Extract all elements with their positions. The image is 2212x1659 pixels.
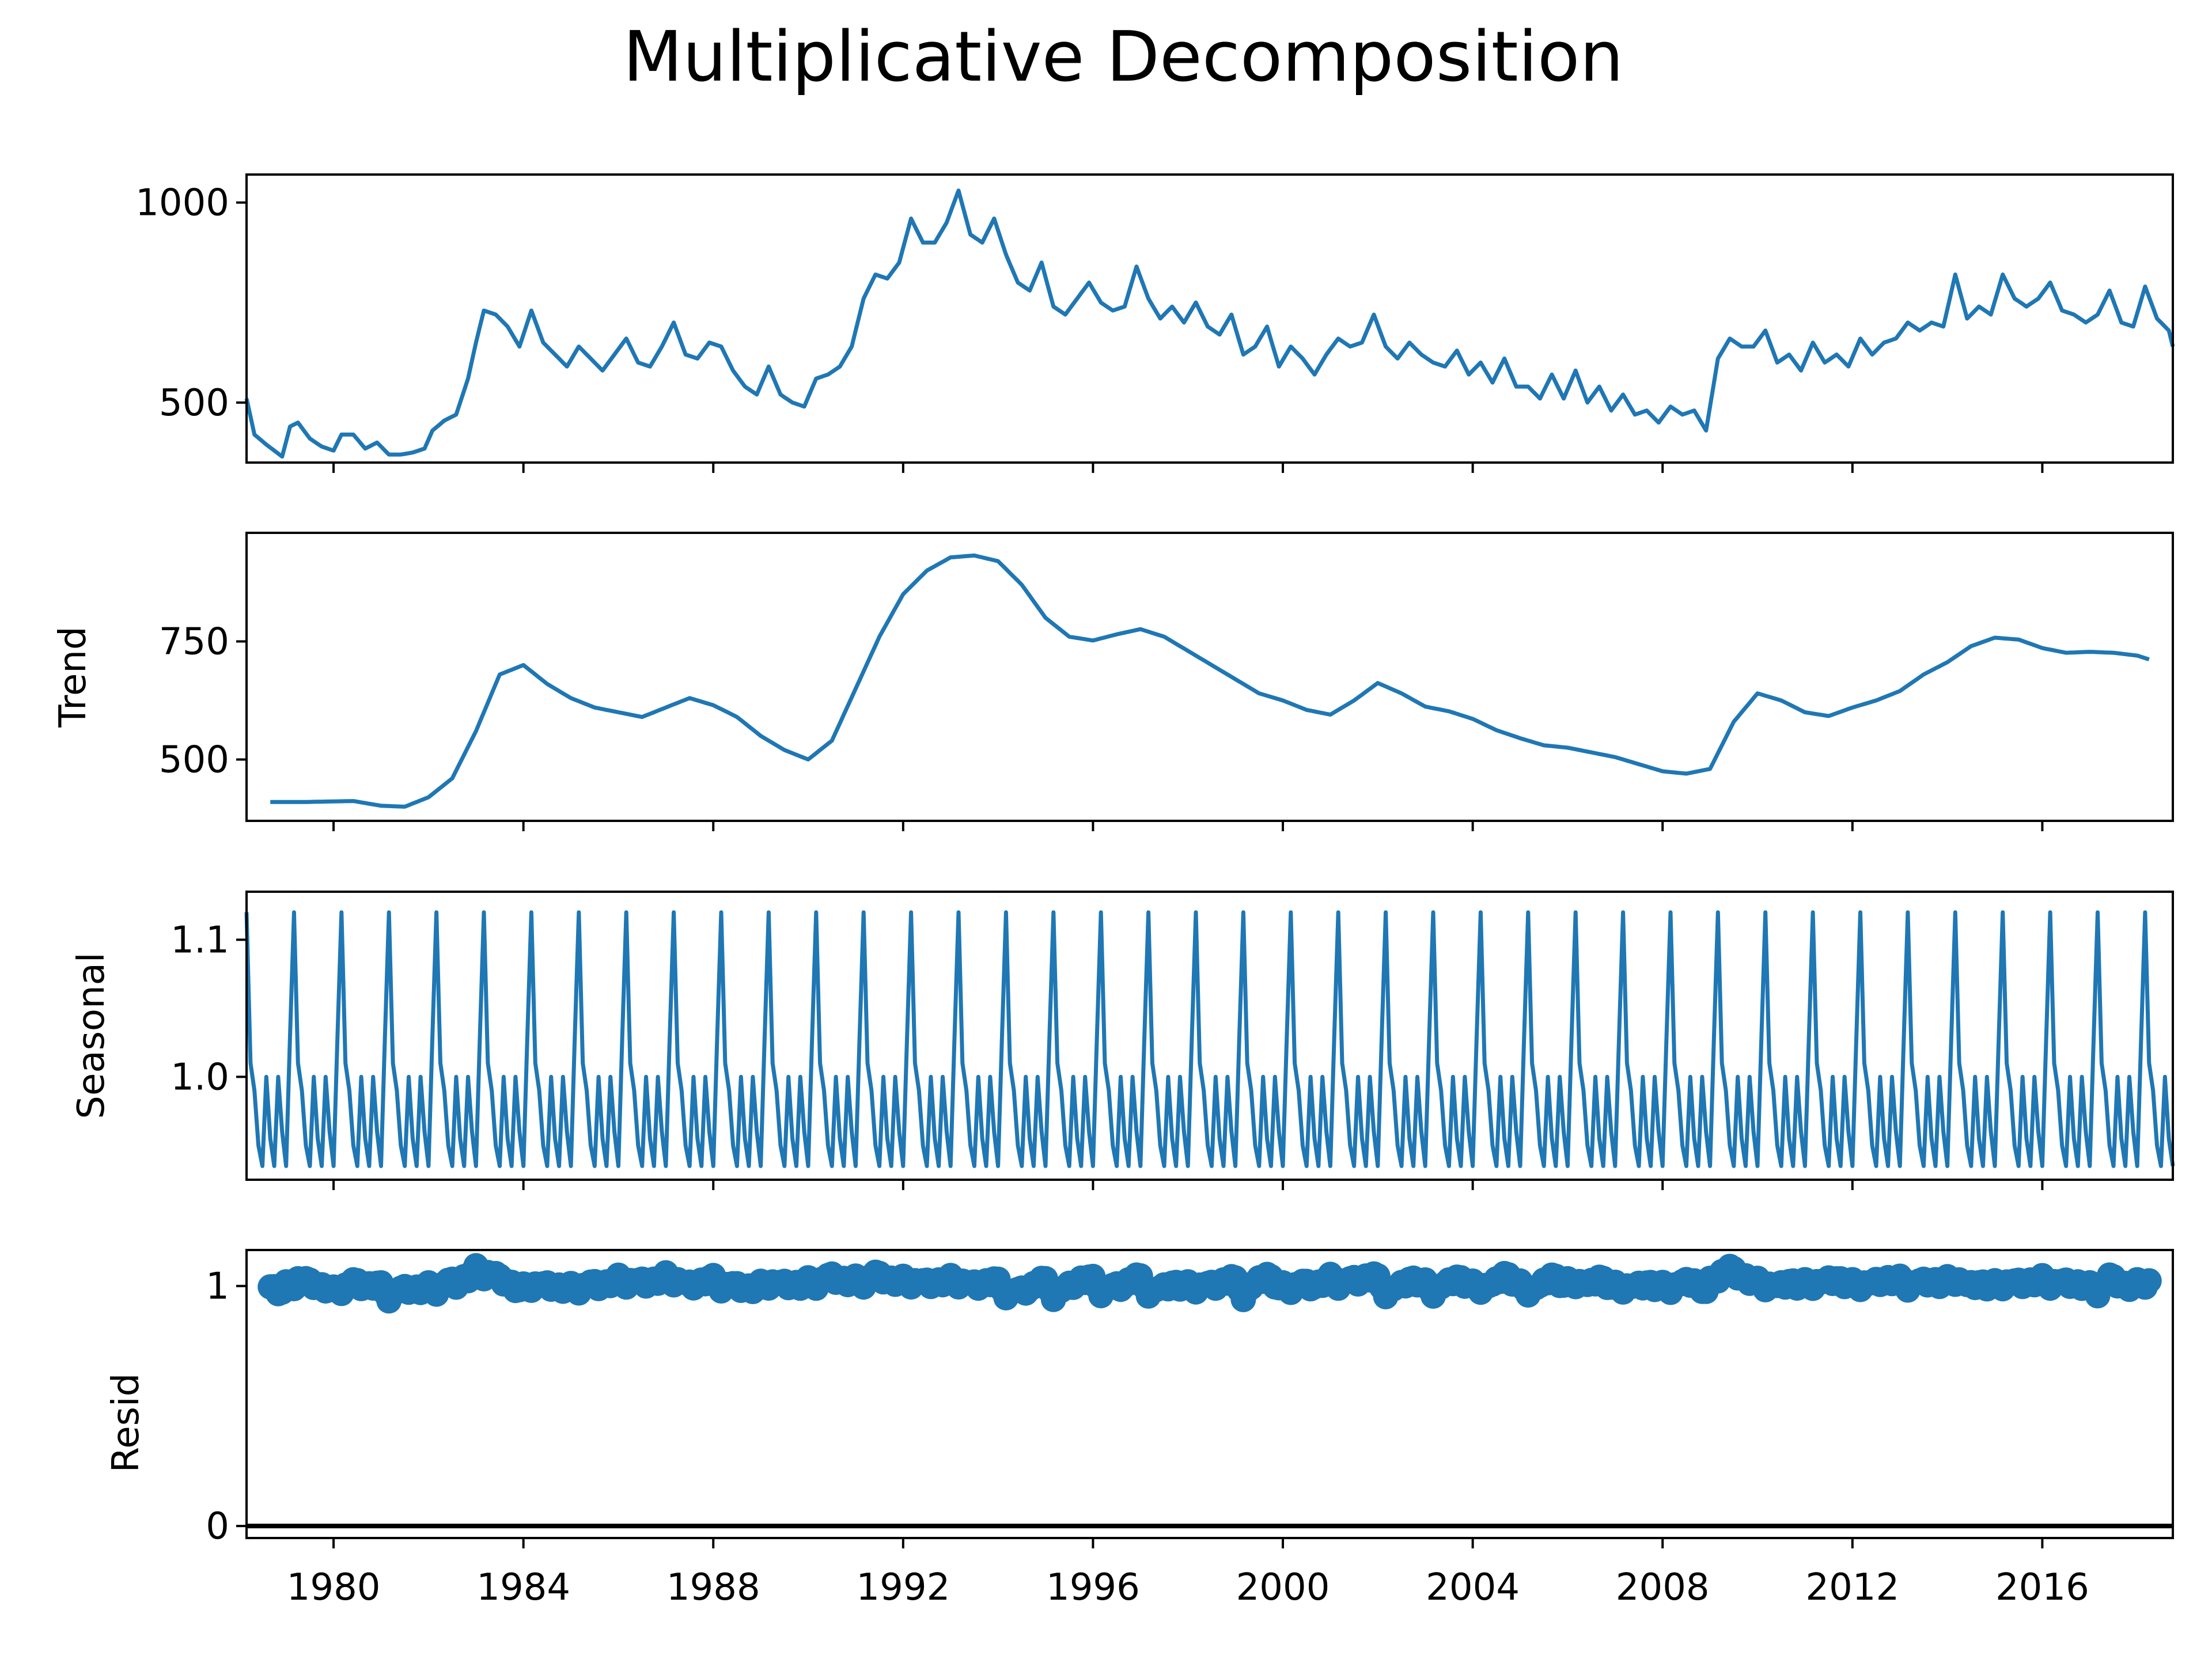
y-tick-label-trend: 500 — [159, 738, 229, 781]
x-tick-label: 2016 — [1995, 1566, 2089, 1609]
x-axis: 1980 1984 1988 1992 1996 2000 2004 2008 2012 2016 — [287, 463, 2089, 1609]
observed-series-line — [244, 188, 2175, 459]
panel-resid-frame — [245, 1249, 2174, 1539]
trend-series-line — [270, 553, 2150, 809]
panel-resid: 0 1 Resid — [105, 1249, 2174, 1548]
y-tick-label-resid: 1 — [206, 1266, 229, 1308]
x-tick-label: 2000 — [1236, 1566, 1330, 1609]
panel-seasonal-frame — [245, 891, 2174, 1181]
y-tick-label-observed: 500 — [159, 382, 229, 425]
x-tick-label: 1996 — [1046, 1566, 1140, 1609]
panel-seasonal: 1.0 1.1 Seasonal — [70, 891, 2175, 1181]
y-tick-label-seasonal: 1.0 — [171, 1056, 229, 1099]
y-tick-label-seasonal: 1.1 — [171, 919, 229, 961]
seasonal-axis-label: Seasonal — [70, 952, 113, 1119]
x-tick-label: 2012 — [1805, 1566, 1899, 1609]
panel-observed-frame — [245, 173, 2174, 464]
x-tick-label: 1980 — [287, 1566, 381, 1609]
x-tick-label: 2004 — [1426, 1566, 1520, 1609]
panel-trend: 500 750 Trend — [52, 532, 2174, 822]
chart-title: Multiplicative Decomposition — [623, 17, 1624, 97]
resid-axis-label: Resid — [105, 1373, 147, 1473]
y-tick-label-observed: 1000 — [135, 182, 229, 225]
x-tick-label: 1984 — [476, 1566, 570, 1609]
resid-point — [2136, 1268, 2162, 1294]
y-tick-label-trend: 750 — [159, 621, 229, 664]
x-tick-label: 1992 — [856, 1566, 950, 1609]
panel-observed: 500 1000 — [135, 173, 2175, 464]
y-tick-label-resid: 0 — [206, 1505, 229, 1548]
trend-axis-label: Trend — [52, 626, 94, 728]
seasonal-series-line — [244, 910, 2175, 1168]
x-tick-label: 1988 — [666, 1566, 760, 1609]
x-tick-label: 2008 — [1616, 1566, 1710, 1609]
panel-trend-frame — [245, 532, 2174, 822]
